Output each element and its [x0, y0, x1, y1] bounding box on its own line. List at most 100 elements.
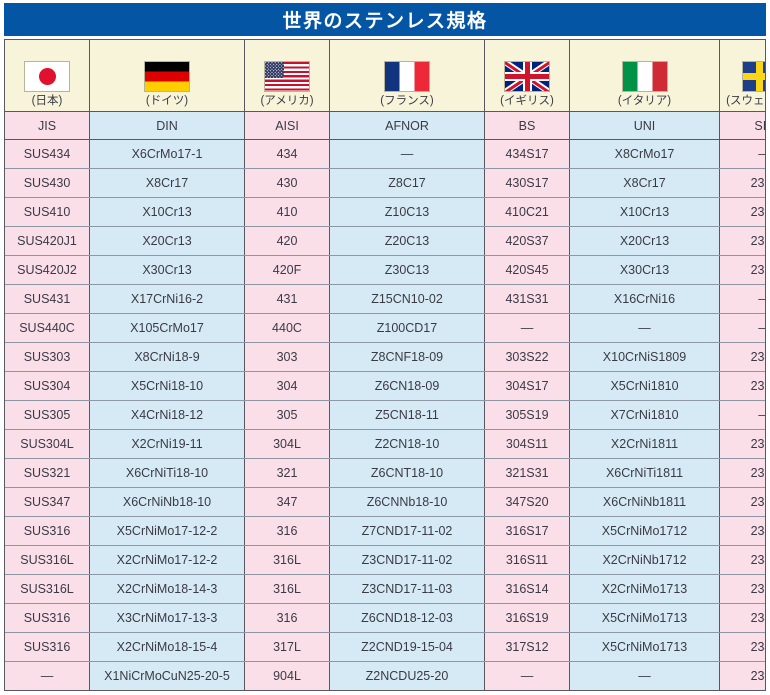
cell-bs: 431S31 — [484, 284, 570, 314]
cell-uni: X10CrNiS1809 — [569, 342, 720, 372]
table-row: SUS430X8Cr17430Z8C17430S17X8Cr172320 — [5, 168, 765, 198]
japan-flag — [24, 61, 70, 95]
country-label: (日本) — [31, 95, 63, 108]
column-header-sis: SIS — [719, 111, 765, 140]
cell-afnor: Z8CNF18-09 — [329, 342, 485, 372]
table-row: SUS304L X2CrNi19-11 304L Z2CN18-10 304S11 X2C… — [5, 429, 765, 459]
standards-table: (日本) (ドイツ) (アメリカ) (フランス) (イギリス) (イタリア) (スウェーデン… — [5, 40, 767, 692]
cell-aisi: 420F — [244, 255, 330, 285]
cell-afnor: Z6CND18-12-03 — [329, 603, 485, 633]
cell-bs: 316S19 — [484, 603, 570, 633]
table-row: SUS304 X5CrNi18-10 304 Z6CN18-09 304S17 X5CrN… — [5, 371, 765, 401]
table-row: SUS305 X4CrNi18-12 305 Z5CN18-11 305S19 X7CrN… — [5, 400, 765, 430]
cell-aisi: 420 — [244, 226, 330, 256]
cell-aisi: 316Ti — [245, 691, 330, 692]
flag-header-cell: (イタリア) — [569, 40, 720, 112]
cell-din: X2CrNiMo18-15-4 — [89, 632, 245, 662]
cell-uni: X30Cr13 — [569, 255, 720, 285]
cell-afnor: Z10C13 — [329, 197, 485, 227]
cell-afnor: Z7CND17-11-02 — [329, 516, 485, 546]
cell-sis: 2353 — [719, 574, 765, 604]
cell-din: X1NiCrMoCuN25-20-5 — [89, 661, 245, 690]
cell-uni: X2CrNi1811 — [569, 429, 720, 459]
column-header-din: DIN — [89, 111, 245, 140]
cell-bs: 347S20 — [484, 487, 570, 517]
cell-sis: 2350 — [720, 691, 767, 692]
cell-bs: 321S31 — [484, 458, 570, 488]
cell-jis: SUS316 — [5, 516, 90, 546]
cell-jis: SUS347 — [5, 487, 90, 517]
column-header-jis: JIS — [5, 111, 90, 140]
standards-table-container: (日本) (ドイツ) (アメリカ) (フランス) (イギリス) (イタリア) (スウェーデン… — [4, 39, 766, 691]
cell-aisi: 434 — [244, 139, 330, 169]
column-header-aisi: AISI — [244, 111, 330, 140]
table-row: SUS316L X2CrNiMo17-12-2 316L Z3CND17-11-02 3… — [5, 545, 765, 575]
cell-bs: 434S17 — [484, 139, 570, 169]
cell-din: X6CrNiMoTi17-12-2 — [90, 691, 245, 692]
cell-aisi: 305 — [244, 400, 330, 430]
cell-sis: 2302 — [719, 197, 765, 227]
cell-sis: 2304 — [719, 255, 765, 285]
flag-header-cell: (ドイツ) — [89, 40, 245, 112]
cell-aisi: 316L — [244, 545, 330, 575]
cell-bs: 305S19 — [484, 400, 570, 430]
cell-uni: X2CrNiNb1712 — [569, 545, 720, 575]
cell-afnor: Z20C13 — [329, 226, 485, 256]
cell-jis: SUS420J2 — [5, 255, 90, 285]
cell-uni: X10Cr13 — [569, 197, 720, 227]
country-label: (イタリア) — [617, 95, 672, 108]
cell-jis: SUS440C — [5, 313, 90, 343]
country-label: (スウェーデン) — [726, 95, 765, 108]
cell-jis: SUS316L — [5, 574, 90, 604]
cell-afnor: Z6CNT18-10 — [329, 458, 485, 488]
cell-uni: — — [569, 313, 720, 343]
cell-sis: — — [719, 313, 765, 343]
cell-sis: — — [719, 400, 765, 430]
cell-afnor: Z2CND19-15-04 — [329, 632, 485, 662]
cell-bs: — — [484, 661, 570, 690]
cell-aisi: 440C — [244, 313, 330, 343]
cell-uni: X7CrNi1810 — [569, 400, 720, 430]
cell-aisi: 321 — [244, 458, 330, 488]
cell-aisi: 904L — [244, 661, 330, 690]
cell-uni: X6CrNiNb1811 — [569, 487, 720, 517]
cell-aisi: 431 — [244, 284, 330, 314]
cell-afnor: Z3CND17-11-03 — [329, 574, 485, 604]
cell-afnor: Z30C13 — [329, 255, 485, 285]
cell-din: X105CrMo17 — [89, 313, 245, 343]
cell-bs: 316S14 — [484, 574, 570, 604]
cell-sis: 2347 — [719, 516, 765, 546]
cell-afnor: Z100CD17 — [329, 313, 485, 343]
cell-sis: 2303 — [719, 226, 765, 256]
italy-flag — [621, 61, 668, 95]
usa-flag — [264, 61, 310, 95]
cell-aisi: 410 — [244, 197, 330, 227]
cell-din: X2CrNiMo17-12-2 — [89, 545, 245, 575]
cell-jis: — — [5, 661, 90, 690]
flag-header-cell: (アメリカ) — [244, 40, 330, 112]
cell-aisi: 317L — [244, 632, 330, 662]
cell-bs: 320S18 — [485, 691, 570, 692]
flag-header-cell: (フランス) — [329, 40, 485, 112]
table-row: SUS431 X17CrNi16-2 431 Z15CN10-02 431S31 X16C… — [5, 284, 765, 314]
cell-jis: SUS316L — [5, 545, 90, 575]
cell-bs: 410C21 — [484, 197, 570, 227]
cell-sis: 2348 — [719, 545, 765, 575]
germany-flag — [144, 61, 190, 95]
cell-sis: 2332 — [719, 371, 765, 401]
cell-jis: SUS304 — [5, 371, 90, 401]
cell-sis: 2346 — [719, 342, 765, 372]
cell-uni: X16CrNi16 — [569, 284, 720, 314]
cell-jis: SUS434 — [5, 139, 90, 169]
cell-afnor: Z8C17 — [329, 168, 485, 198]
country-label: (アメリカ) — [260, 95, 314, 108]
cell-afnor: Z6CNNb18-10 — [329, 487, 485, 517]
flag-header-cell: (スウェーデン) — [719, 40, 765, 112]
cell-uni: X5CrNiMo1713 — [569, 603, 720, 633]
cell-din: X8Cr17 — [89, 168, 245, 198]
cell-sis: 2362 — [719, 661, 765, 690]
cell-uni: X8Cr17 — [569, 168, 720, 198]
cell-afnor: Z2CN18-10 — [329, 429, 485, 459]
